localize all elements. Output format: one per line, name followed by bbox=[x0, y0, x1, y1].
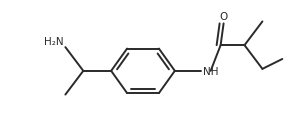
Text: O: O bbox=[219, 11, 228, 21]
Text: NH: NH bbox=[203, 66, 218, 76]
Text: H₂N: H₂N bbox=[44, 37, 63, 47]
